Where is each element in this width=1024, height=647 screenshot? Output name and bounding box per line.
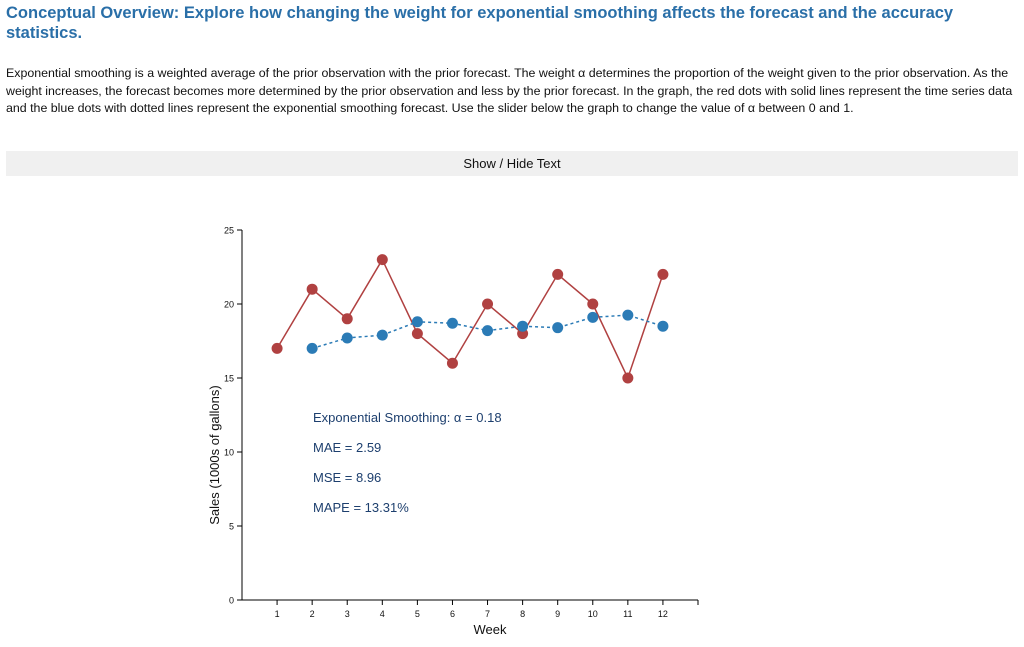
y-tick-label: 5 <box>229 522 234 532</box>
x-tick-label: 5 <box>415 609 420 619</box>
x-tick-label: 2 <box>310 609 315 619</box>
forecast-point <box>446 317 458 329</box>
y-tick-label: 20 <box>224 300 234 310</box>
data-point <box>411 328 423 340</box>
x-axis-label: Week <box>474 622 507 637</box>
x-tick-label: 9 <box>555 609 560 619</box>
data-point <box>482 298 494 310</box>
forecast-point <box>341 332 353 344</box>
show-hide-text-button[interactable]: Show / Hide Text <box>6 151 1018 176</box>
forecast-point <box>552 322 564 334</box>
x-tick-label: 4 <box>380 609 385 619</box>
x-tick-label: 7 <box>485 609 490 619</box>
alpha-label: Exponential Smoothing: α = 0.18 <box>313 410 502 425</box>
mae-stat: MAE = 2.59 <box>313 440 381 455</box>
x-tick-label: 8 <box>520 609 525 619</box>
forecast-point <box>657 320 669 332</box>
intro-paragraph: Exponential smoothing is a weighted aver… <box>6 66 1013 115</box>
forecast-point <box>482 325 494 337</box>
forecast-point <box>411 316 423 328</box>
x-tick-label: 3 <box>345 609 350 619</box>
data-point <box>622 372 634 384</box>
mse-stat: MSE = 8.96 <box>313 470 381 485</box>
forecast-point <box>587 311 599 323</box>
y-tick-label: 0 <box>229 596 234 606</box>
y-tick-label: 10 <box>224 448 234 458</box>
x-tick-label: 12 <box>658 609 668 619</box>
x-tick-label: 1 <box>275 609 280 619</box>
forecast-point <box>376 329 388 341</box>
x-tick-label: 10 <box>588 609 598 619</box>
forecast-point <box>622 309 634 321</box>
page-title: Conceptual Overview: Explore how changin… <box>6 4 954 42</box>
x-tick-label: 6 <box>450 609 455 619</box>
data-point <box>446 357 458 369</box>
data-series-line <box>276 258 664 380</box>
x-tick-label: 11 <box>623 609 632 619</box>
data-point <box>306 283 318 295</box>
forecast-point <box>517 320 529 332</box>
forecast-point <box>306 342 318 354</box>
data-point <box>552 268 564 280</box>
y-tick-label: 25 <box>224 226 234 236</box>
data-point <box>271 342 283 354</box>
data-point <box>376 254 388 266</box>
y-axis-label: Sales (1000s of gallons) <box>207 385 222 524</box>
data-point <box>341 313 353 325</box>
y-tick-label: 15 <box>224 374 234 384</box>
mape-stat: MAPE = 13.31% <box>313 500 409 515</box>
data-point <box>587 298 599 310</box>
data-point <box>657 268 669 280</box>
